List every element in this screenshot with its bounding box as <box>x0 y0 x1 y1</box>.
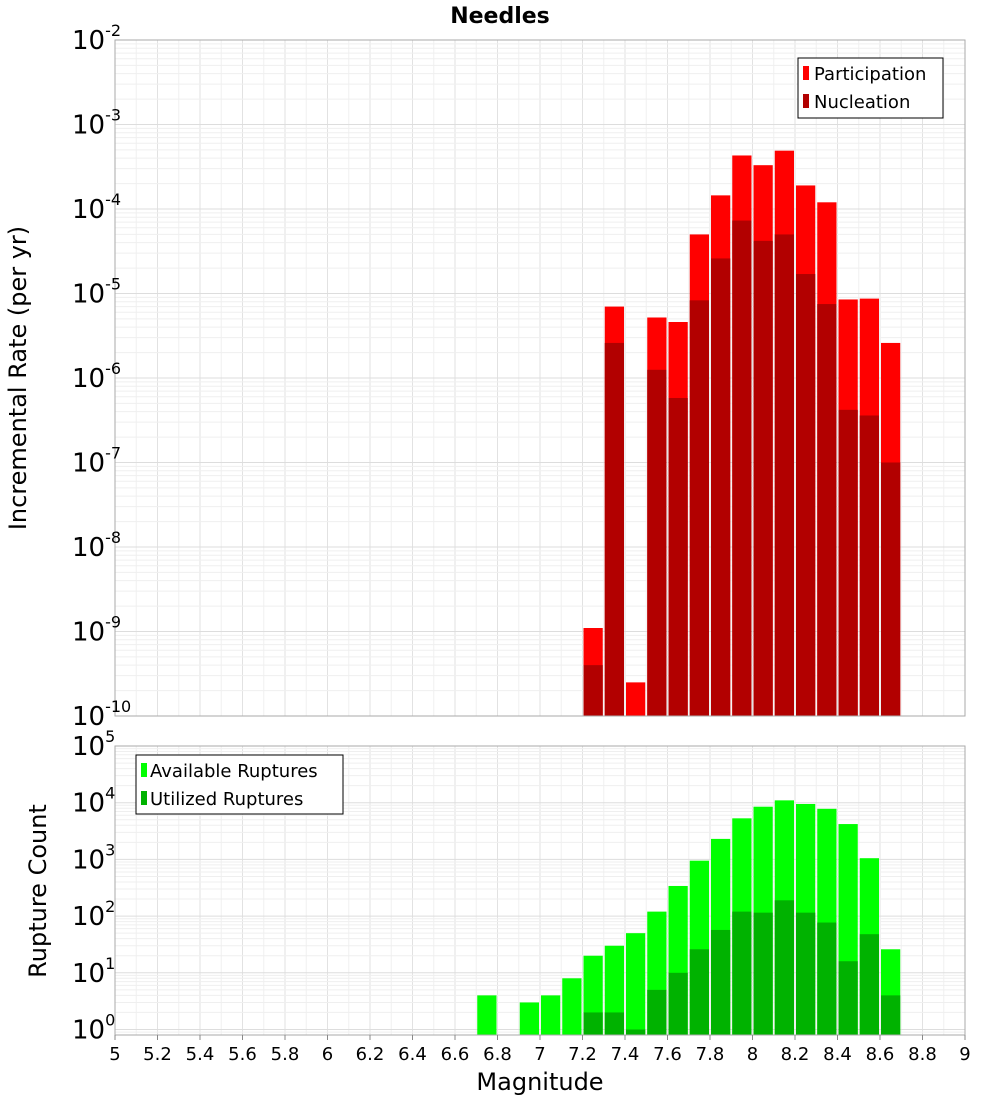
rate-grid <box>114 40 966 717</box>
x-tick-label: 6.4 <box>398 1044 427 1065</box>
rupture-bar-b <box>604 1012 624 1035</box>
rate-bar-b <box>817 304 837 716</box>
y-tick-label: 101 <box>72 954 115 989</box>
x-tick-label: 6 <box>322 1044 333 1065</box>
rupture-bar-b <box>711 929 731 1035</box>
rate-panel: 10-10 10-9 10-8 10-7 10-6 10-5 10-4 10-3 10-2 In… <box>4 21 966 732</box>
x-tick-label: 8 <box>747 1044 758 1065</box>
rupture-y-ticks: 100 101 102 103 104 105 <box>72 727 115 1046</box>
rupture-bar-b <box>583 1012 603 1035</box>
y-tick-label: 10-3 <box>72 106 121 141</box>
rupture-legend: Available Ruptures Utilized Ruptures <box>135 754 344 815</box>
rate-bar-b <box>711 258 731 716</box>
rate-bar-b <box>604 342 624 716</box>
x-tick-label: 5.6 <box>228 1044 257 1065</box>
y-tick-label: 10-6 <box>72 359 121 394</box>
y-tick-label: 104 <box>72 784 115 819</box>
legend-label-nucleation: Nucleation <box>814 92 910 113</box>
rate-bar-b <box>647 369 667 716</box>
x-tick-label: 5 <box>109 1044 120 1065</box>
legend-label-available: Available Ruptures <box>150 761 318 782</box>
rate-y-axis-label: Incremental Rate (per yr) <box>4 226 32 530</box>
rupture-bar-b <box>753 912 773 1035</box>
rate-legend: Participation Nucleation <box>797 57 944 119</box>
y-tick-label: 100 <box>72 1011 115 1046</box>
rate-bar-b <box>668 397 688 716</box>
rate-bar-a <box>626 682 646 716</box>
x-tick-label: 8.4 <box>823 1044 852 1065</box>
rate-bar-b <box>689 300 709 716</box>
rupture-bar-b <box>796 912 816 1035</box>
legend-label-participation: Participation <box>814 64 926 85</box>
rate-bar-b <box>881 462 901 716</box>
rate-bar-b <box>753 240 773 716</box>
rupture-bar-a <box>562 978 582 1035</box>
x-tick-label: 7.4 <box>611 1044 640 1065</box>
x-tick-label: 7 <box>534 1044 545 1065</box>
rupture-bar-a <box>477 995 497 1035</box>
legend-swatch-available <box>141 763 147 777</box>
rupture-bar-b <box>774 900 794 1035</box>
rate-bar-b <box>774 234 794 717</box>
rupture-bars <box>477 800 901 1035</box>
x-tick-label: 6.6 <box>441 1044 470 1065</box>
rupture-bar-a <box>626 933 646 1035</box>
rupture-y-axis-label: Rupture Count <box>24 804 52 978</box>
x-tick-label: 8.6 <box>866 1044 895 1065</box>
rupture-bar-b <box>689 949 709 1035</box>
x-tick-label: 8.8 <box>908 1044 937 1065</box>
rupture-panel: 100 101 102 103 104 105 5 5.2 5.4 5.6 5.8 6 6.2 6.4 6… <box>24 727 971 1096</box>
rupture-bar-b <box>838 961 858 1035</box>
y-tick-label: 10-9 <box>72 613 121 648</box>
y-tick-label: 10-10 <box>72 697 131 732</box>
y-tick-label: 102 <box>72 897 115 932</box>
x-tick-label: 9 <box>959 1044 970 1065</box>
rupture-bar-b <box>817 922 837 1035</box>
x-tick-label: 5.2 <box>143 1044 172 1065</box>
rate-bar-b <box>838 409 858 716</box>
x-tick-label: 6.2 <box>356 1044 385 1065</box>
rate-bar-b <box>859 415 879 716</box>
chart-title: Needles <box>450 4 550 29</box>
x-tick-label: 5.8 <box>271 1044 300 1065</box>
x-tick-label: 7.6 <box>653 1044 682 1065</box>
legend-label-utilized: Utilized Ruptures <box>150 789 303 810</box>
rupture-bar-a <box>541 995 561 1035</box>
rate-bar-b <box>583 665 603 716</box>
x-axis-label: Magnitude <box>476 1068 603 1096</box>
y-tick-label: 10-5 <box>72 275 121 310</box>
x-tick-label: 7.2 <box>568 1044 597 1065</box>
rate-bars <box>583 150 901 717</box>
y-tick-label: 10-2 <box>72 21 121 56</box>
x-tick-label: 5.4 <box>186 1044 215 1065</box>
legend-swatch-nucleation <box>803 94 809 108</box>
rate-bar-b <box>796 274 816 716</box>
rate-plot-frame <box>114 39 966 717</box>
x-tick-label: 7.8 <box>696 1044 725 1065</box>
x-tick-label: 6.8 <box>483 1044 512 1065</box>
legend-swatch-participation <box>803 66 809 80</box>
rupture-bar-b <box>626 1029 646 1035</box>
y-tick-label: 10-4 <box>72 190 121 225</box>
rupture-bar-b <box>668 972 688 1035</box>
rate-bar-b <box>732 220 752 716</box>
rupture-bar-b <box>859 934 879 1035</box>
rupture-bar-a <box>519 1002 539 1035</box>
y-tick-label: 105 <box>72 727 115 762</box>
rupture-bar-b <box>881 995 901 1035</box>
legend-swatch-utilized <box>141 791 147 805</box>
y-tick-label: 103 <box>72 840 115 875</box>
y-tick-label: 10-8 <box>72 528 121 563</box>
x-tick-label: 8.2 <box>781 1044 810 1065</box>
magnitude-x-ticks: 5 5.2 5.4 5.6 5.8 6 6.2 6.4 6.6 6.8 7 7.2 7.4 7.6 7.8 8… <box>109 1035 971 1065</box>
rupture-bar-b <box>732 911 752 1035</box>
rupture-bar-b <box>647 989 667 1035</box>
y-tick-label: 10-7 <box>72 444 121 479</box>
